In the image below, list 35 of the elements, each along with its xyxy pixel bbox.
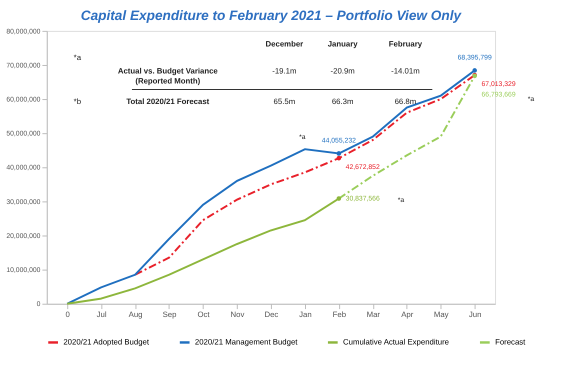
x-tick-label: Feb bbox=[332, 310, 346, 319]
annotation: -20.9m bbox=[330, 66, 355, 76]
annotation: 65.5m bbox=[274, 96, 296, 106]
x-tick-label: 0 bbox=[65, 310, 70, 319]
legend-label: Cumulative Actual Expenditure bbox=[343, 337, 450, 346]
annotation: -19.1m bbox=[272, 66, 296, 76]
x-tick-label: Apr bbox=[401, 310, 414, 319]
chart-title: Capital Expenditure to February 2021 – Portfolio View Only bbox=[80, 8, 462, 24]
annotation: -14.01m bbox=[391, 66, 420, 76]
x-tick-label: Mar bbox=[366, 310, 380, 319]
legend-label: 2020/21 Management Budget bbox=[194, 337, 298, 346]
x-tick-label: May bbox=[434, 310, 449, 319]
x-tick-label: Jul bbox=[96, 310, 107, 319]
x-tick-label: Jun bbox=[468, 310, 482, 319]
legend-label: 2020/21 Adopted Budget bbox=[63, 337, 150, 346]
x-tick-label: Dec bbox=[264, 310, 278, 319]
annotation: 66.8m bbox=[394, 96, 416, 106]
annotation: January bbox=[328, 39, 358, 48]
point bbox=[336, 156, 342, 160]
x-tick-label: Jan bbox=[299, 310, 312, 319]
point bbox=[472, 68, 477, 73]
point bbox=[336, 196, 342, 201]
annotation: *b bbox=[74, 96, 82, 106]
legend-label: Forecast bbox=[495, 337, 526, 346]
x-tick-label: Aug bbox=[128, 310, 142, 319]
annotation: Actual vs. Budget Variance (Reported Month) bbox=[118, 66, 218, 86]
annotation: February bbox=[388, 39, 423, 48]
annotation: *a bbox=[74, 53, 82, 62]
annotation: December bbox=[266, 39, 304, 48]
x-tick-label: Oct bbox=[197, 310, 210, 319]
annotation: 66.3m bbox=[332, 96, 354, 106]
annotation: Total 2020/21 Forecast bbox=[126, 96, 210, 106]
x-tick-label: Sep bbox=[162, 310, 176, 319]
point bbox=[336, 151, 342, 156]
x-tick-label: Nov bbox=[230, 310, 244, 319]
